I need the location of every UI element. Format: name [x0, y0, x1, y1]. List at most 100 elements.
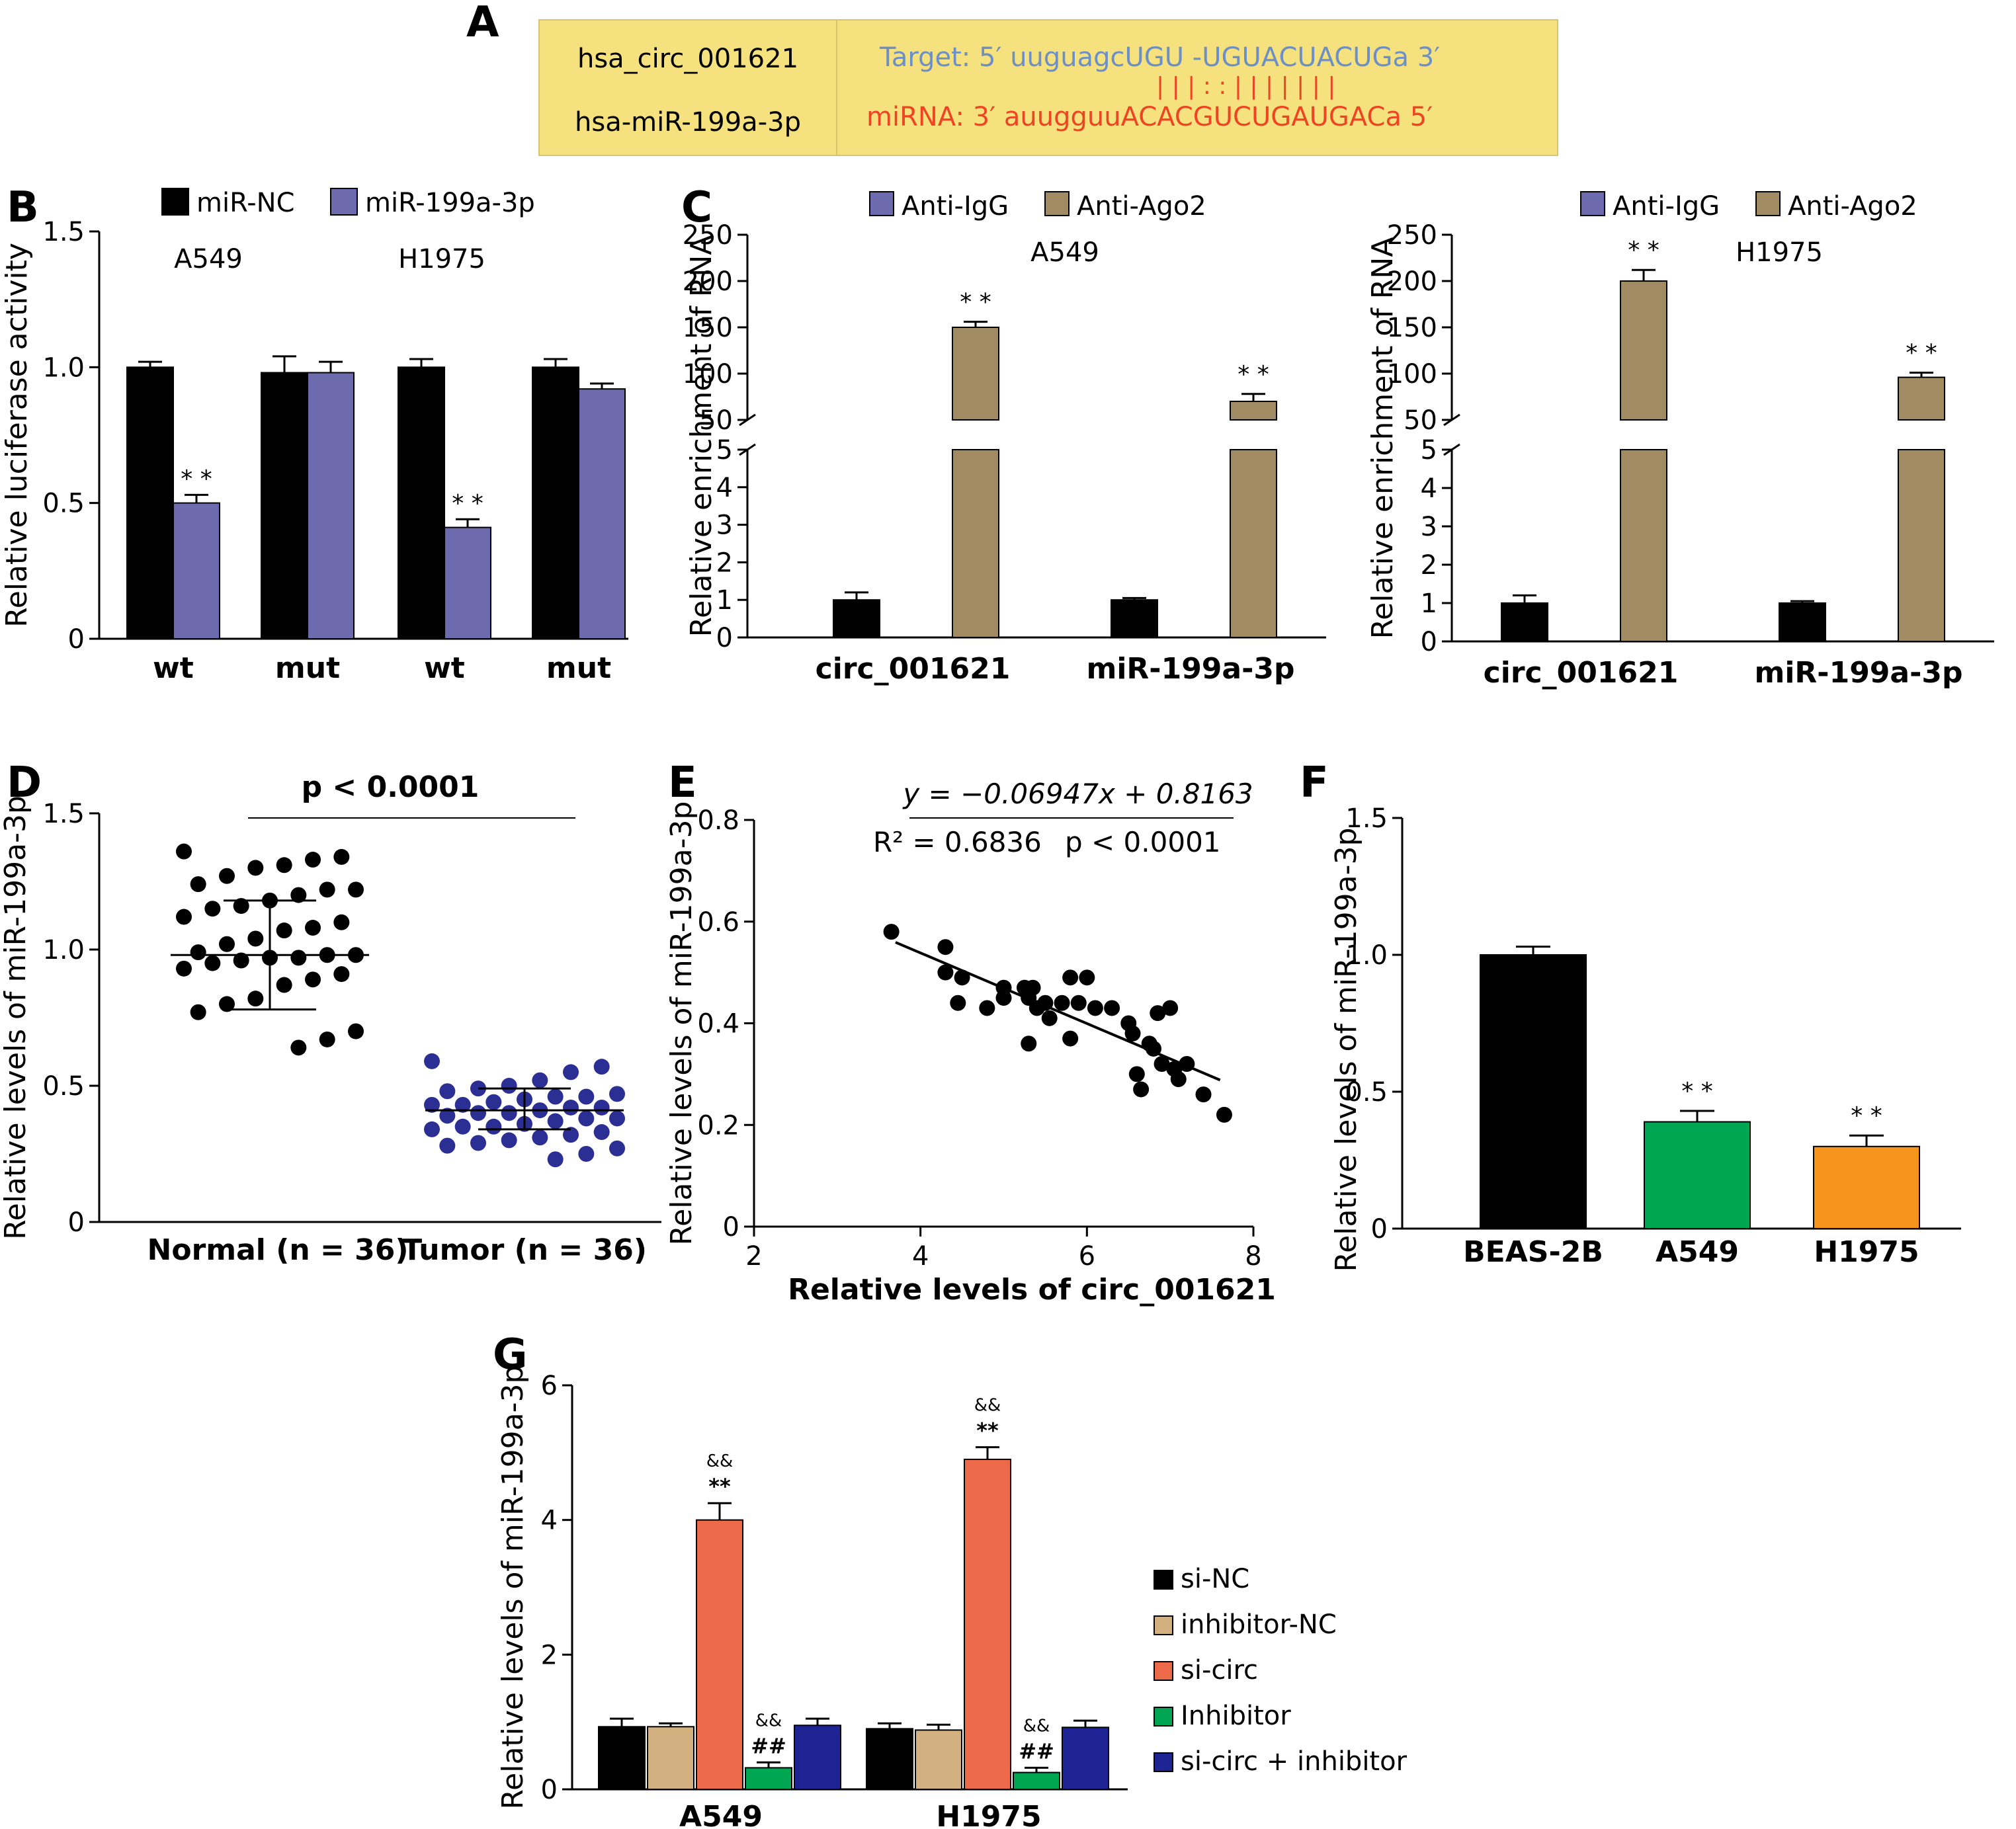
- data-point: [233, 952, 249, 969]
- data-point: [937, 964, 954, 981]
- panel-c-letter: C: [681, 183, 712, 232]
- category-label: miR-199a-3p: [1755, 656, 1963, 690]
- y-tick-label: 2: [1421, 550, 1437, 581]
- legend-swatch: [1154, 1707, 1173, 1727]
- legend-swatch: [1580, 191, 1605, 216]
- y-tick-label: 4: [541, 1506, 558, 1536]
- data-point: [454, 1118, 471, 1135]
- x-tick-label: 4: [912, 1241, 929, 1272]
- y-tick-label: 1: [1421, 589, 1437, 619]
- significance-mark: **: [708, 1474, 731, 1499]
- data-point: [547, 1151, 564, 1168]
- bar: [915, 1729, 962, 1791]
- chart-title: H1975: [1736, 237, 1823, 268]
- data-point: [1029, 1000, 1045, 1016]
- y-tick-label: 0: [68, 1207, 85, 1238]
- y-axis-title: Relative enrichment of RNA: [1366, 237, 1400, 639]
- category-label: miR-199a-3p: [1087, 652, 1295, 686]
- x-tick-label: 2: [745, 1241, 762, 1272]
- category-label: H1975: [936, 1800, 1041, 1829]
- y-tick-label: 3: [716, 510, 733, 541]
- bar: [1062, 1727, 1109, 1790]
- significance-stars: * *: [181, 466, 212, 493]
- data-point: [1054, 995, 1070, 1011]
- category-label: Tumor (n = 36): [402, 1233, 647, 1267]
- bar-anti-ago2-upper: [1898, 376, 1945, 421]
- data-point: [348, 1023, 364, 1039]
- y-tick-label: 1.5: [42, 799, 85, 829]
- legend-label: Anti-Ago2: [1788, 191, 1917, 222]
- bar: [444, 526, 491, 639]
- y-tick-label: 0.4: [697, 1009, 739, 1039]
- data-point: [1179, 1056, 1195, 1072]
- y-tick-label: 0: [716, 623, 733, 653]
- data-point: [1079, 969, 1095, 986]
- y-tick-label: 2: [541, 1640, 558, 1670]
- data-point: [950, 995, 966, 1011]
- legend-swatch: [1154, 1752, 1173, 1772]
- significance-mark: &&: [706, 1451, 734, 1471]
- x-tick-label: 6: [1079, 1241, 1095, 1272]
- data-point: [532, 1072, 548, 1088]
- data-point: [439, 1108, 456, 1124]
- data-point: [333, 914, 350, 930]
- panel-e-letter: E: [668, 758, 697, 807]
- data-point: [190, 944, 206, 961]
- y-tick-label: 1: [716, 585, 733, 616]
- y-tick-label: 0: [723, 1212, 739, 1242]
- r-squared-label: R² = 0.6836: [873, 826, 1042, 858]
- legend-label: miR-199a-3p: [365, 188, 535, 218]
- circ-name: hsa_circ_001621: [577, 44, 798, 74]
- data-point: [424, 1053, 440, 1069]
- data-point: [470, 1105, 486, 1121]
- data-point: [204, 901, 221, 917]
- regression-line: [895, 941, 1221, 1082]
- y-tick-label: 100: [683, 359, 733, 389]
- data-point: [176, 909, 192, 925]
- bar: [126, 366, 174, 639]
- y-axis-title: Relative levels of miR-199a-3p: [496, 1365, 530, 1810]
- x-axis-title: Relative levels of circ_001621: [788, 1273, 1276, 1307]
- significance-stars: * *: [1628, 237, 1659, 264]
- data-point: [176, 843, 192, 860]
- data-point: [995, 990, 1012, 1006]
- y-tick-label: 4: [716, 473, 733, 503]
- category-label: A549: [679, 1800, 763, 1829]
- data-point: [578, 1110, 595, 1127]
- gene-name-box: [538, 19, 837, 156]
- data-point: [532, 1129, 548, 1146]
- data-point: [501, 1105, 517, 1121]
- legend-swatch: [330, 188, 358, 216]
- significance-mark: **: [976, 1418, 999, 1443]
- mirna-name: hsa-miR-199a-3p: [575, 107, 801, 138]
- data-point: [1041, 1010, 1058, 1026]
- data-point: [578, 1146, 595, 1162]
- significance-mark: ##: [1019, 1738, 1054, 1764]
- y-tick-label: 250: [1387, 220, 1437, 251]
- y-tick-label: 150: [683, 313, 733, 343]
- data-point: [485, 1094, 502, 1110]
- category-label: Normal (n = 36): [147, 1233, 409, 1267]
- bar: [307, 372, 355, 640]
- panel-g-letter: G: [493, 1330, 528, 1379]
- data-point: [1162, 1000, 1179, 1016]
- bar: [794, 1725, 841, 1790]
- category-label: wt: [153, 651, 194, 685]
- data-point: [348, 881, 364, 898]
- data-point: [219, 996, 235, 1012]
- data-point: [1062, 969, 1079, 986]
- bar: [964, 1459, 1011, 1790]
- data-point: [501, 1078, 517, 1094]
- panel-e: 0 0.2 0.4 0.6 0.8 2 4 6 8 Relative levels of miR-…: [665, 778, 1276, 1307]
- data-point: [247, 991, 264, 1007]
- y-tick-label: 6: [541, 1371, 558, 1401]
- data-point: [247, 860, 264, 876]
- data-point: [609, 1086, 625, 1102]
- bar-anti-igg: [1501, 602, 1548, 642]
- target-sequence: Target: 5′ uuguagcUGU -UGUACUACUGa 3′: [879, 42, 1440, 73]
- data-point: [219, 936, 235, 952]
- y-axis-title: Relative luciferase activity: [0, 243, 34, 628]
- bar: [598, 1726, 646, 1790]
- data-point: [547, 1088, 564, 1105]
